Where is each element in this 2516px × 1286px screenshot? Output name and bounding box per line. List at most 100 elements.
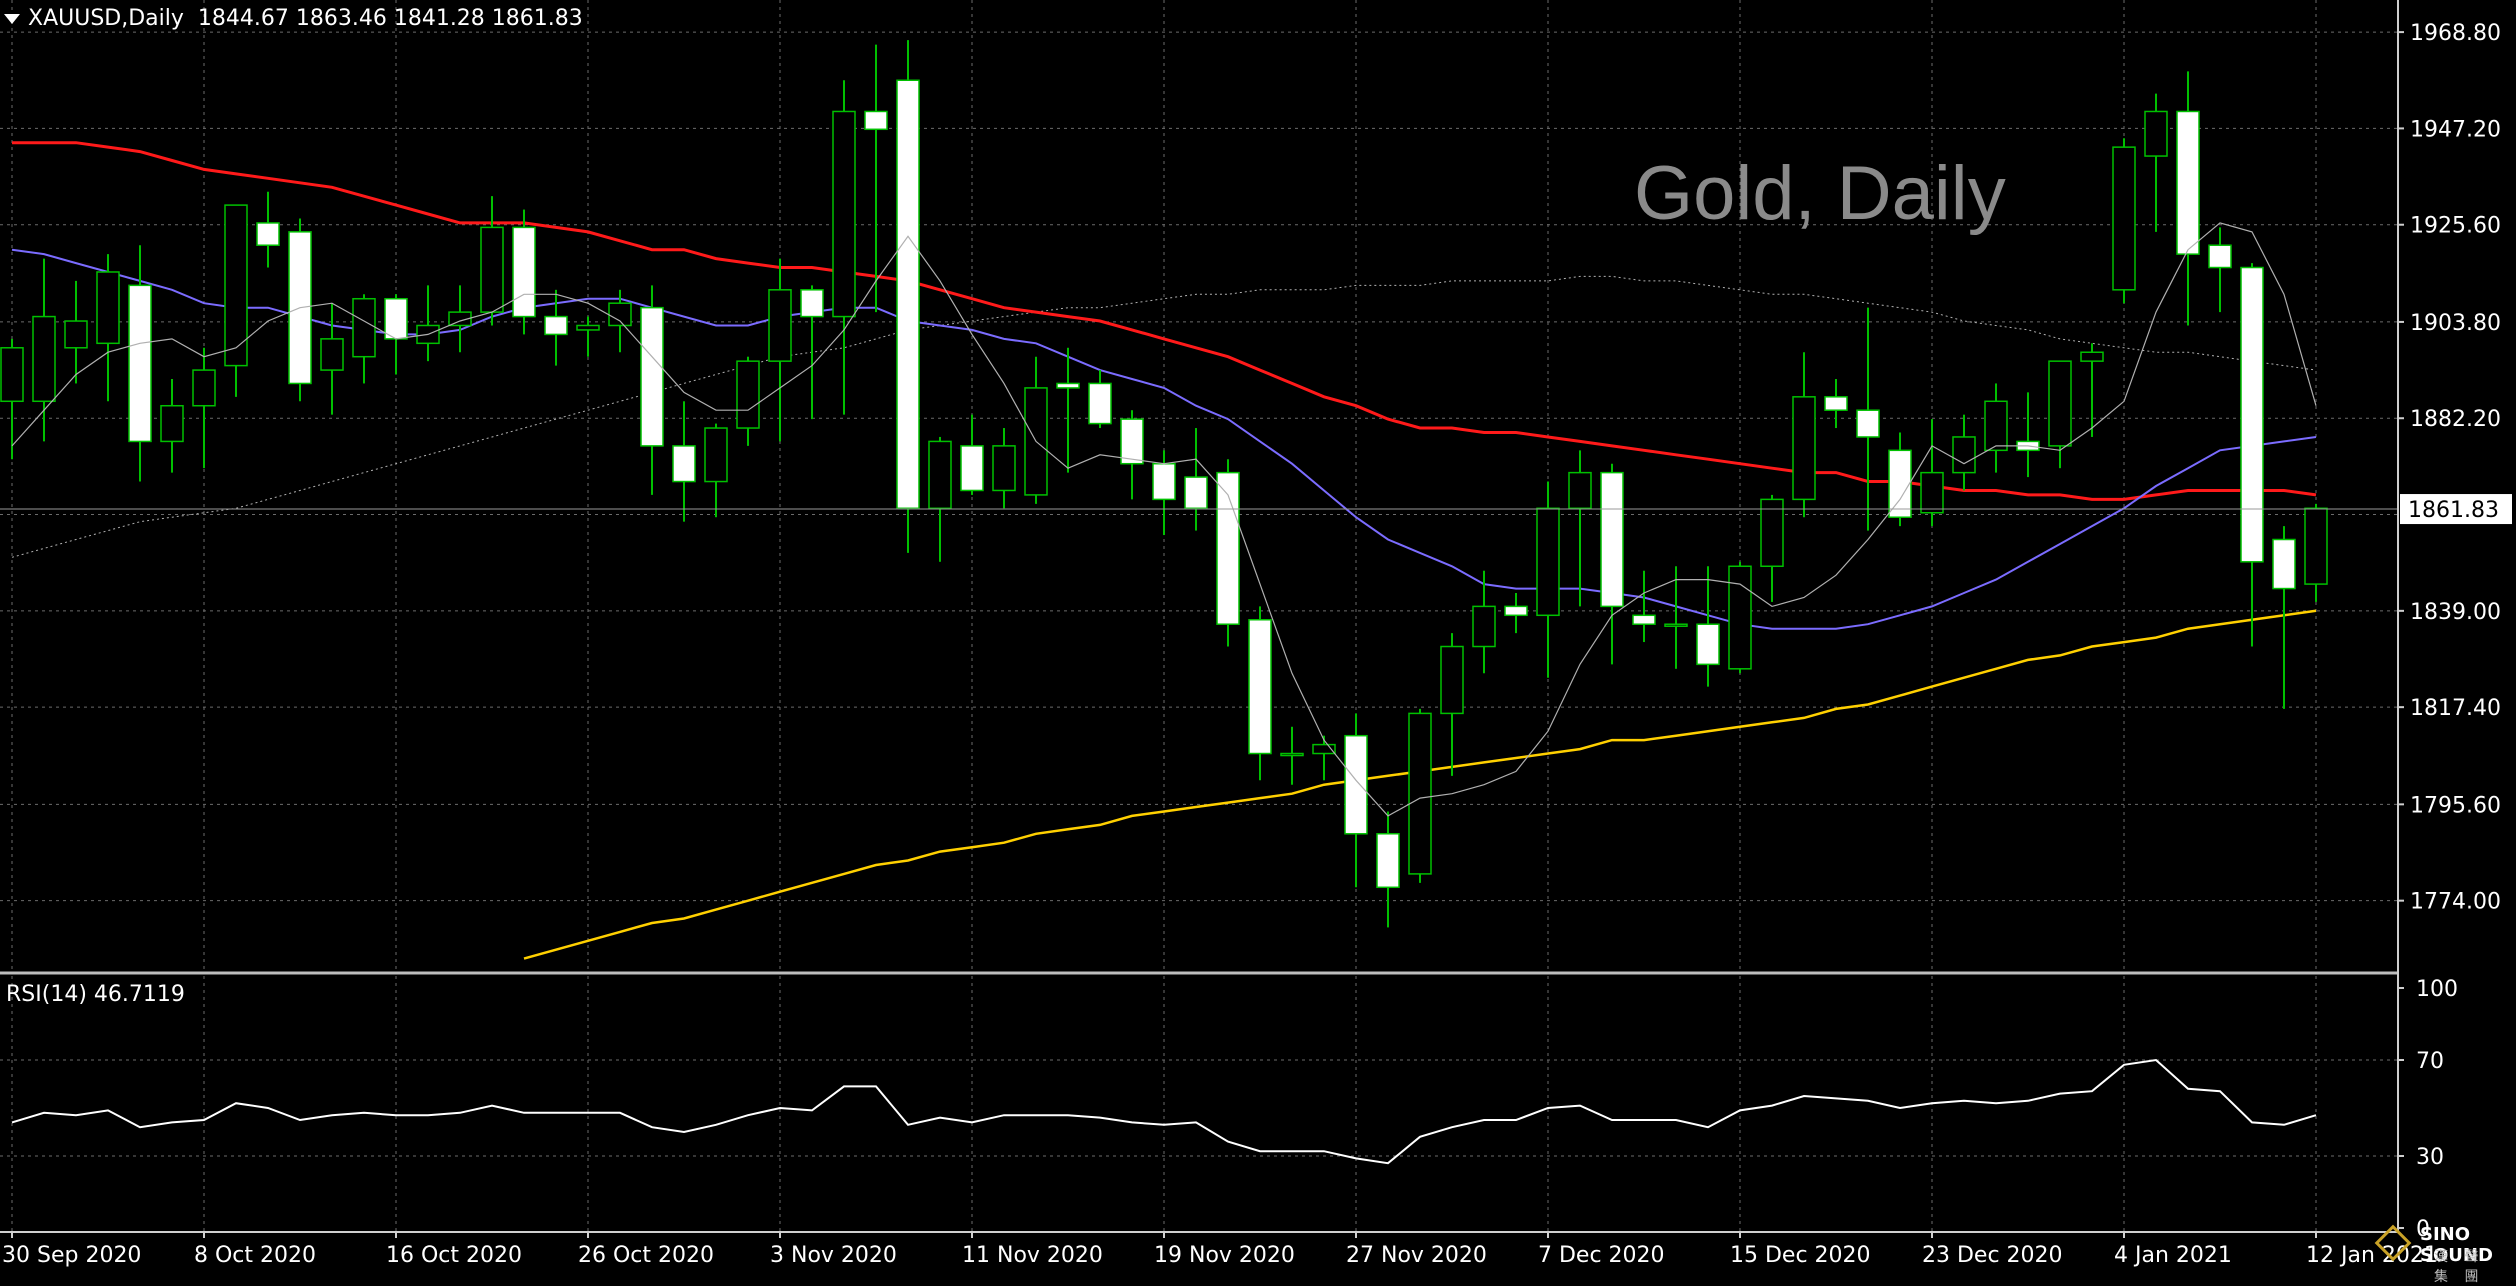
candle-body-bear <box>1696 623 1720 666</box>
candle-body-bull <box>768 289 792 362</box>
candle-body-bear <box>896 79 920 510</box>
candle-body-bear <box>128 284 152 443</box>
x-tick-label: 30 Sep 2020 <box>2 1243 141 1268</box>
y-tick-label: 1774.00 <box>2410 890 2501 915</box>
rsi-tick-label: 30 <box>2416 1145 2444 1170</box>
candle-body-bear <box>1056 382 1080 389</box>
candle-body-bear <box>2208 244 2232 269</box>
candle-body-bull <box>0 347 24 403</box>
candle-body-bear <box>256 222 280 246</box>
rsi-tick-label: 100 <box>2416 977 2458 1002</box>
y-tick-label: 1903.80 <box>2410 311 2501 336</box>
candle-body-bull <box>352 297 376 358</box>
candle-body-bear <box>1888 449 1912 518</box>
chart-header[interactable]: XAUUSD,Daily 1844.67 1863.46 1841.28 186… <box>4 6 583 31</box>
candle-body-bull <box>576 324 600 331</box>
symbol-label: XAUUSD,Daily <box>28 6 184 31</box>
candle-body-bull <box>1312 743 1336 755</box>
candle-body-bull <box>448 311 472 327</box>
candlestick-layer <box>0 40 2328 928</box>
candle-body-bull <box>224 204 248 367</box>
candle-body-bull <box>992 445 1016 492</box>
candle-body-bear <box>1824 396 1848 411</box>
candle-body-bear <box>1088 382 1112 425</box>
rsi-panel[interactable] <box>0 971 2398 1165</box>
last-price-label: 1861.83 <box>2408 498 2499 523</box>
x-tick-label: 7 Dec 2020 <box>1538 1243 1665 1268</box>
y-tick-label: 1925.60 <box>2410 214 2501 239</box>
candle-body-bull <box>608 302 632 327</box>
candle-body-bull <box>1536 507 1560 617</box>
candle-body-bear <box>640 306 664 447</box>
candle-body-bull <box>1280 752 1304 757</box>
candle-body-bear <box>1344 734 1368 835</box>
candle-body-bear <box>1600 471 1624 608</box>
candle-body-bull <box>2112 146 2136 291</box>
candle-body-bear <box>1856 409 1880 438</box>
grid-lines <box>0 0 2398 1232</box>
symbol-menu-icon[interactable] <box>4 14 20 24</box>
y-tick-label: 1968.80 <box>2410 21 2501 46</box>
logo-brand: SINO SOUND <box>2420 1224 2493 1266</box>
y-tick-label: 1795.60 <box>2410 793 2501 818</box>
x-tick-label: 16 Oct 2020 <box>386 1243 522 1268</box>
candle-body-bull <box>2048 360 2072 447</box>
moving-average-thin-layer <box>11 222 2317 817</box>
candle-body-bull <box>704 427 728 483</box>
candle-body-bull <box>192 369 216 407</box>
rsi-tick-label: 0 <box>2416 1217 2430 1242</box>
candle-body-bull <box>1792 396 1816 501</box>
y-tick-label: 1947.20 <box>2410 117 2501 142</box>
candle-body-bull <box>320 338 344 371</box>
candle-body-bear <box>2272 538 2296 590</box>
candle-body-bull <box>96 271 120 345</box>
candle-body-bull <box>928 440 952 510</box>
candle-body-bear <box>384 297 408 340</box>
candle-body-bull <box>2144 110 2168 157</box>
x-tick-label: 11 Nov 2020 <box>962 1243 1103 1268</box>
candle-body-bear <box>800 289 824 318</box>
candle-body-bull <box>1952 436 1976 474</box>
rsi-header: RSI(14) 46.7119 <box>6 982 185 1007</box>
candle-body-bull <box>480 226 504 313</box>
candle-body-bull <box>160 404 184 443</box>
candle-body-bear <box>512 226 536 318</box>
candle-body-bull <box>1664 623 1688 627</box>
candle-body-bull <box>736 360 760 429</box>
y-tick-label: 1839.00 <box>2410 600 2501 625</box>
ohlc-values: 1844.67 1863.46 1841.28 1861.83 <box>197 6 583 31</box>
candle-body-bull <box>1440 645 1464 715</box>
candle-body-bull <box>64 320 88 349</box>
candle-body-bear <box>864 110 888 131</box>
ma-dotted-line <box>11 275 2317 558</box>
candle-body-bull <box>1568 471 1592 510</box>
x-tick-label: 4 Jan 2021 <box>2114 1243 2232 1268</box>
x-tick-label: 23 Dec 2020 <box>1922 1243 2063 1268</box>
rsi-tick-label: 70 <box>2416 1049 2444 1074</box>
chart-watermark: Gold, Daily <box>1634 151 2006 236</box>
x-tick-label: 19 Nov 2020 <box>1154 1243 1295 1268</box>
candle-body-bear <box>960 445 984 492</box>
candle-body-bull <box>1408 712 1432 875</box>
candle-body-bull <box>2080 351 2104 362</box>
candle-body-bull <box>1472 605 1496 648</box>
moving-average-dotted-layer <box>11 275 2317 558</box>
candle-body-bear <box>1248 619 1272 755</box>
candle-body-bear <box>544 315 568 336</box>
x-tick-label: 26 Oct 2020 <box>578 1243 714 1268</box>
candle-body-bear <box>1184 476 1208 510</box>
ma-thin-line <box>11 222 2317 817</box>
y-tick-label: 1817.40 <box>2410 696 2501 721</box>
x-tick-label: 8 Oct 2020 <box>194 1243 316 1268</box>
candle-body-bear <box>2240 266 2264 563</box>
candle-body-bull <box>32 315 56 403</box>
candle-body-bull <box>1920 471 1944 514</box>
x-tick-label: 15 Dec 2020 <box>1730 1243 1871 1268</box>
candle-body-bear <box>1632 614 1656 625</box>
candle-body-bear <box>1152 462 1176 501</box>
logo-icon <box>2374 1224 2412 1262</box>
candle-body-bear <box>1376 833 1400 889</box>
logo-subtitle: 漢 聲 集 團 <box>2434 1249 2485 1285</box>
